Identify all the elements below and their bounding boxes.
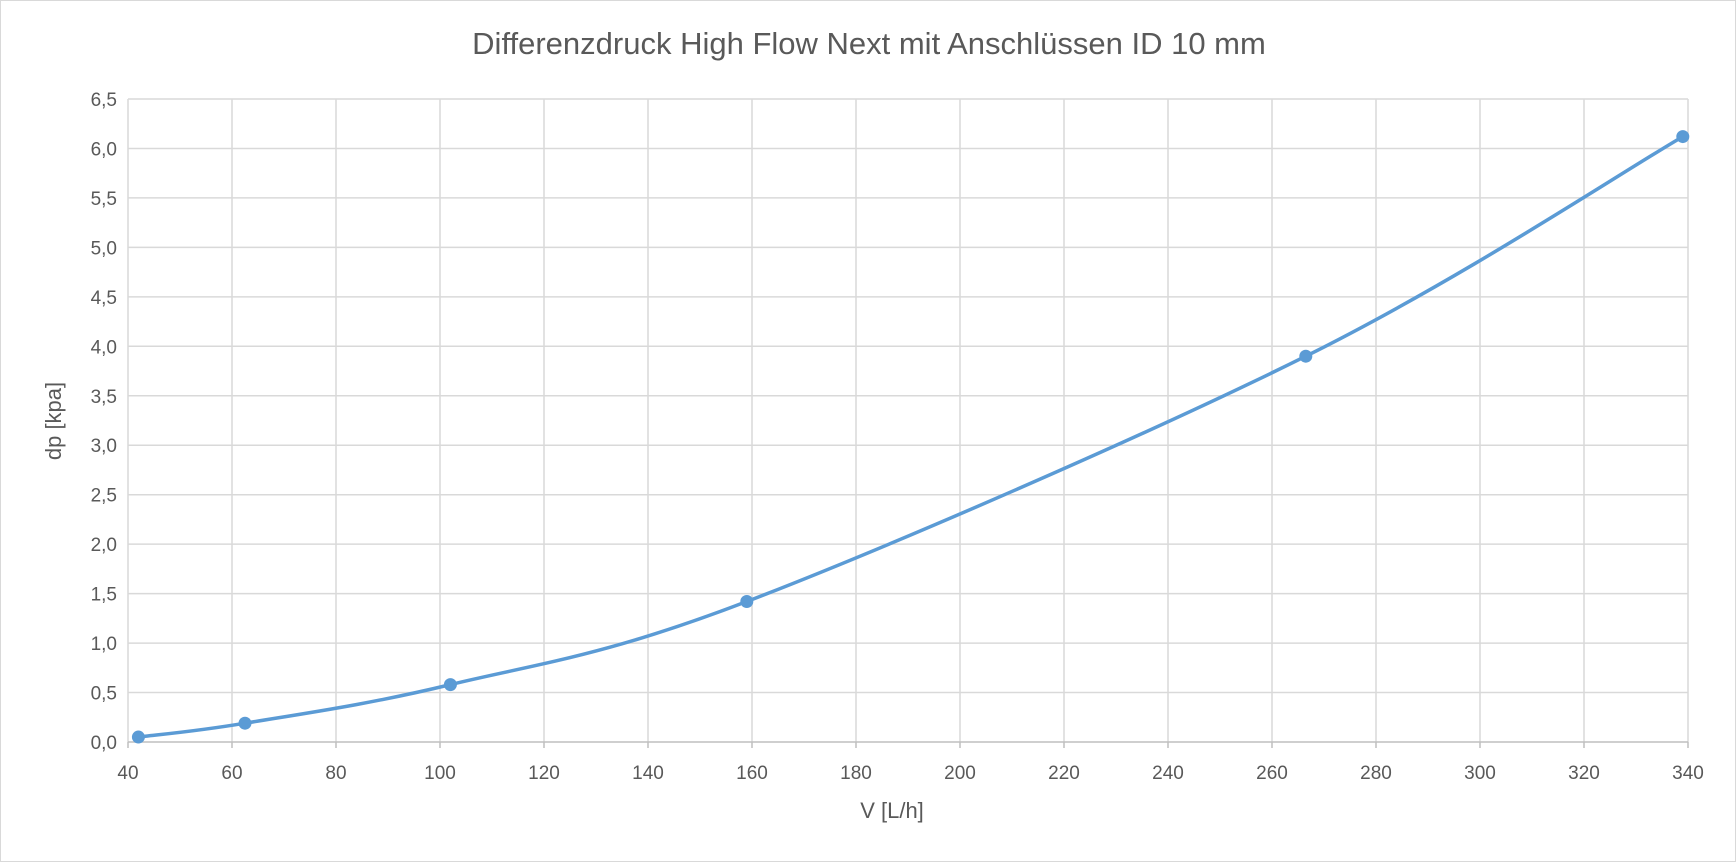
series-line [136, 134, 1685, 739]
y-tick-label: 1,0 [91, 634, 117, 655]
x-tick-label: 140 [632, 763, 664, 784]
y-tick-label: 4,0 [91, 337, 117, 358]
y-tick-label: 6,5 [91, 90, 117, 111]
data-point [1299, 349, 1313, 363]
chart-title: Differenzdruck High Flow Next mit Anschl… [472, 26, 1266, 61]
y-tick-label: 3,5 [91, 387, 117, 408]
x-tick-label: 80 [325, 763, 346, 784]
y-tick-label: 1,5 [91, 585, 117, 606]
x-tick-label: 120 [528, 763, 560, 784]
y-tick-label: 2,0 [91, 535, 117, 556]
x-tick-label: 100 [424, 763, 456, 784]
x-tick-label: 300 [1464, 763, 1496, 784]
x-tick-label: 240 [1152, 763, 1184, 784]
y-tick-label: 0,5 [91, 684, 117, 705]
data-point [740, 595, 754, 609]
x-tick-label: 280 [1360, 763, 1392, 784]
tick-labels: 0,0 0,5 1,0 1,5 2,0 2,5 3,0 3,5 4,0 4,5 5,0 5,5 6,0 6… [91, 90, 1704, 784]
x-tick-label: 60 [221, 763, 242, 784]
x-tick-label: 220 [1048, 763, 1080, 784]
y-tick-label: 5,5 [91, 189, 117, 210]
y-tick-label: 6,0 [91, 139, 117, 160]
x-tick-label: 40 [117, 763, 138, 784]
x-tick-label: 260 [1256, 763, 1288, 784]
y-tick-label: 0,0 [91, 733, 117, 754]
y-tick-label: 2,5 [91, 486, 117, 507]
y-axis-label: dp [kpa] [41, 382, 66, 460]
x-axis-label: V [L/h] [860, 798, 924, 823]
data-point [131, 730, 145, 744]
x-tick-label: 160 [736, 763, 768, 784]
x-tick-label: 340 [1672, 763, 1704, 784]
data-point [238, 716, 252, 730]
grid-layer [127, 98, 1689, 742]
y-tick-label: 5,0 [91, 238, 117, 259]
axis-layer [127, 741, 1689, 748]
data-point [1676, 130, 1690, 144]
series-layer [131, 130, 1690, 744]
x-tick-label: 320 [1568, 763, 1600, 784]
data-point [443, 678, 457, 692]
y-tick-label: 4,5 [91, 288, 117, 309]
x-tick-label: 200 [944, 763, 976, 784]
x-tick-label: 180 [840, 763, 872, 784]
y-tick-label: 3,0 [91, 436, 117, 457]
